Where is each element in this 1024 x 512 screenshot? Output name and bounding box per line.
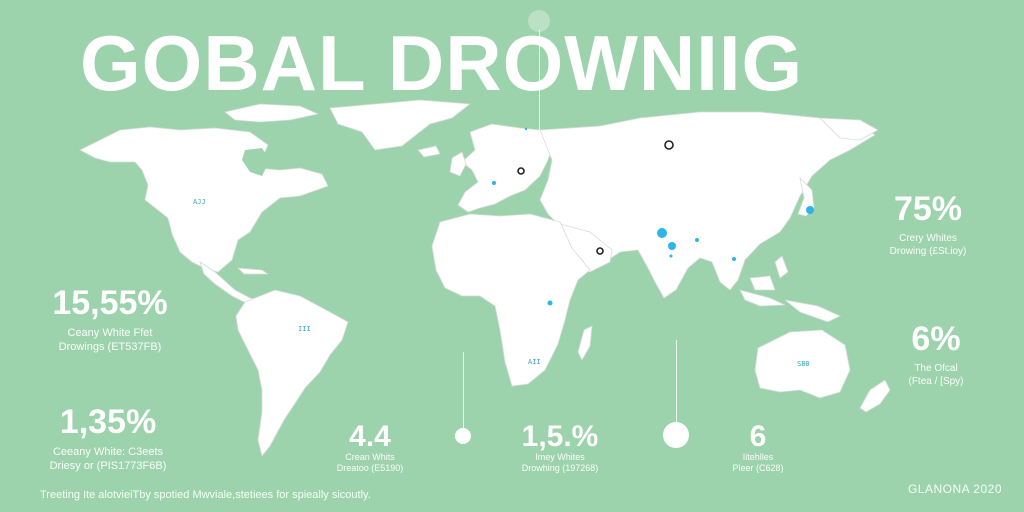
india-north-hotspot [657, 228, 667, 238]
south-america [235, 289, 349, 457]
stat-label-line2: Drowhing (197268) [521, 463, 599, 473]
bangladesh-hotspot [695, 238, 699, 242]
stat-label-line2: Dreatoo (E5190) [336, 463, 404, 473]
stat-label-line1: Crery Whites [899, 233, 957, 244]
pin-line-1 [463, 352, 464, 428]
southeast-asia-hotspot [732, 257, 736, 261]
north-america [79, 126, 329, 273]
greenland [329, 99, 472, 151]
stat-bottom-2: 1,5.% Imey Whites Drowhing (197268) [505, 422, 615, 474]
stat-label-line2: Pleer (C628) [732, 463, 784, 473]
stat-left-top: 15,55% Ceany White Ffet Drowings (ET537F… [20, 286, 200, 354]
stat-label-line2: (Ftea / [Spy) [908, 376, 964, 387]
arabia-ring-marker [596, 247, 604, 255]
stat-value: 6 [749, 420, 767, 453]
region-label-southern-africa: АІІ [528, 358, 541, 366]
japan-hotspot [806, 206, 814, 214]
title-decorative-dot [528, 10, 550, 32]
page-title: GOBAL DROWNIIG [80, 19, 804, 107]
footer-note: Treeting Ite alotvieiTby spotied Mwviale… [40, 489, 371, 501]
east-africa-hotspot [547, 300, 553, 306]
stat-label-line2: Drowing (£St.ioy) [889, 246, 967, 257]
stat-bottom-3: 6 Iitehlles Pleer (C628) [718, 422, 798, 474]
india-central-hotspot [668, 242, 676, 250]
footer-credit: GLANONA 2020 [907, 482, 1002, 496]
stat-value: 75% [893, 190, 963, 228]
europe-ring-marker [517, 167, 525, 175]
stat-label-line2: Drowings (ET537FB) [58, 341, 162, 353]
russia-ring-marker [664, 140, 674, 150]
stat-label-line2: Driesy or (PIS1773F6B) [49, 460, 167, 472]
stat-value: 6% [911, 320, 961, 358]
stat-value: 4.4 [349, 420, 391, 453]
stat-value: 1,5.% [521, 420, 599, 453]
region-label-australia: ЅΒΘ [797, 360, 810, 368]
scandinavia-hotspot [524, 127, 528, 131]
region-label-south-america: ΙΙΙ [298, 325, 311, 333]
stat-label-line1: Iitehlles [742, 452, 774, 462]
australia [754, 329, 851, 399]
hotspots [492, 127, 814, 306]
pin-line-2 [676, 340, 677, 424]
stat-label-line1: The Ofcal [914, 363, 958, 374]
stat-bottom-1: 4.4 Crean Whits Dreatoo (E5190) [320, 422, 420, 474]
pin-dot-2 [663, 422, 689, 448]
title-pin-line [539, 30, 540, 130]
stat-right-mid: 6% The Ofcal (Ftea / [Spy) [886, 322, 986, 388]
stat-right-top: 75% Crery Whites Drowing (£St.ioy) [870, 192, 986, 258]
stat-label-line1: Ceany White Ffet [67, 327, 153, 339]
africa [431, 213, 591, 387]
region-label-north-america: АЈЈ [193, 198, 206, 206]
stat-value: 15,55% [52, 284, 168, 322]
pin-dot-1 [455, 428, 471, 444]
india-small-hotspot [669, 254, 673, 258]
stat-label-line1: Imey Whites [535, 452, 585, 462]
stat-label-line1: Ceeany White: C3eets [52, 446, 164, 458]
stat-left-bottom: 1,35% Ceeany White: C3eets Driesy or (PI… [18, 405, 198, 473]
stat-value: 1,35% [59, 403, 157, 441]
alps-hotspot [492, 181, 496, 185]
stat-label-line1: Crean Whits [345, 452, 395, 462]
